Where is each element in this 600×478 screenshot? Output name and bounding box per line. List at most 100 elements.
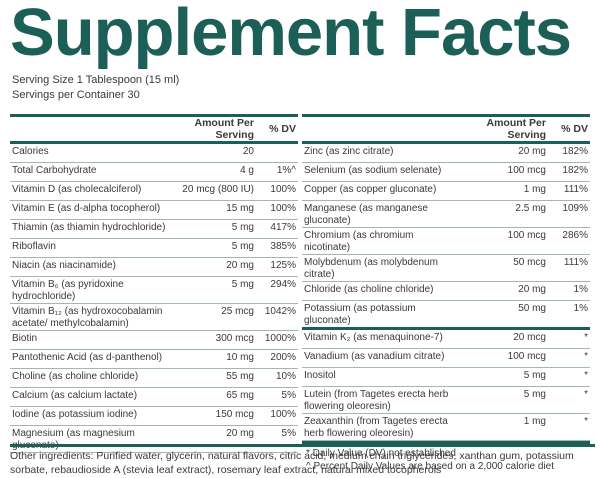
daily-value: 100% (256, 181, 298, 201)
nutrient-name: Total Carbohydrate (10, 162, 172, 182)
daily-value: * (548, 367, 590, 387)
daily-value: 385% (256, 238, 298, 258)
daily-value: 286% (548, 227, 590, 255)
nutrient-row: Thiamin (as thiamin hydrochloride) 5 mg 41… (10, 219, 298, 239)
nutrient-row: Inositol 5 mg * (302, 367, 590, 387)
right-panel: Amount Per Serving % DV Zinc (as zinc ci… (302, 114, 590, 473)
amount: 100 mcg (464, 348, 548, 368)
daily-value: 182% (548, 162, 590, 182)
nutrient-row: Potassium (as potassium gluconate) 50 mg 1… (302, 300, 590, 329)
amount: 65 mg (172, 387, 256, 407)
daily-value: 109% (548, 200, 590, 228)
title: Supplement Facts (10, 0, 572, 70)
amount: 5 mg (172, 238, 256, 258)
nutrient-name: Vitamin B₁₂ (as hydroxocobalamin acetate… (10, 303, 172, 331)
daily-value: * (548, 386, 590, 414)
nutrient-name: Calcium (as calcium lactate) (10, 387, 172, 407)
amount: 50 mg (464, 300, 548, 329)
nutrient-name: Chloride (as choline chloride) (302, 281, 464, 301)
amount: 25 mcg (172, 303, 256, 331)
daily-value: 1%^ (256, 162, 298, 182)
amount: 150 mcg (172, 406, 256, 426)
amount: 55 mg (172, 368, 256, 388)
amount: 1 mg (464, 181, 548, 201)
amount: 20 mg (172, 257, 256, 277)
nutrient-row: Chromium (as chromium nicotinate) 100 mcg… (302, 227, 590, 255)
nutrient-row: Calcium (as calcium lactate) 65 mg 5% (10, 387, 298, 407)
nutrient-name: Potassium (as potassium gluconate) (302, 300, 464, 329)
header-row: Amount Per Serving % DV (302, 117, 590, 144)
nutrient-name: Pantothenic Acid (as d-panthenol) (10, 349, 172, 369)
nutrient-row: Calories 20 (10, 142, 298, 163)
nutrient-row: Biotin 300 mcg 1000% (10, 330, 298, 350)
nutrient-name: Inositol (302, 367, 464, 387)
amount: 5 mg (172, 219, 256, 239)
footnote: * Daily Value (DV) not established (306, 448, 456, 459)
nutrient-row: Vanadium (as vanadium citrate) 100 mcg * (302, 348, 590, 368)
nutrient-row: Manganese (as manganese gluconate) 2.5 mg… (302, 200, 590, 228)
daily-value: 200% (256, 349, 298, 369)
daily-value: 5% (256, 425, 298, 453)
nutrient-row: Vitamin B₆ (as pyridoxine hydrochloride)… (10, 276, 298, 304)
daily-value: 1% (548, 281, 590, 301)
amount: 100 mcg (464, 227, 548, 255)
daily-value: 294% (256, 276, 298, 304)
amount: 20 (172, 142, 256, 163)
header-row: Amount Per Serving % DV (10, 117, 298, 144)
nutrient-name: Chromium (as chromium nicotinate) (302, 227, 464, 255)
amount: 20 mg (464, 142, 548, 163)
daily-value: 182% (548, 142, 590, 163)
column-header: % DV (548, 117, 590, 144)
nutrient-row: Zinc (as zinc citrate) 20 mg 182% (302, 142, 590, 163)
nutrient-name: Molybdenum (as molybdenum citrate) (302, 254, 464, 282)
daily-value (256, 142, 298, 163)
nutrient-name: Biotin (10, 330, 172, 350)
footnote: ^ Percent Daily Values are based on a 2,… (306, 461, 554, 472)
amount: 10 mg (172, 349, 256, 369)
daily-value: 1000% (256, 330, 298, 350)
daily-value: * (548, 327, 590, 349)
servings-per-container: Servings per Container 30 (12, 89, 140, 101)
nutrient-name: Copper (as copper gluconate) (302, 181, 464, 201)
nutrient-row: Riboflavin 5 mg 385% (10, 238, 298, 258)
nutrient-row: Lutein (from Tagetes erecta herb floweri… (302, 386, 590, 414)
other-ingredients: Other ingredients: Purified water, glyce… (10, 444, 595, 477)
daily-value: 5% (256, 387, 298, 407)
daily-value: 111% (548, 181, 590, 201)
nutrient-row: Zeaxanthin (from Tagetes erecta herb flo… (302, 413, 590, 441)
amount: 20 mcg (800 IU) (172, 181, 256, 201)
nutrient-row: Total Carbohydrate 4 g 1%^ (10, 162, 298, 182)
amount: 50 mcg (464, 254, 548, 282)
nutrient-row: Copper (as copper gluconate) 1 mg 111% (302, 181, 590, 201)
nutrient-row: Vitamin B₁₂ (as hydroxocobalamin acetate… (10, 303, 298, 331)
daily-value: * (548, 413, 590, 441)
blank-header (10, 117, 172, 144)
nutrient-row: Chloride (as choline chloride) 20 mg 1% (302, 281, 590, 301)
nutrient-name: Lutein (from Tagetes erecta herb floweri… (302, 386, 464, 414)
nutrient-name: Selenium (as sodium selenate) (302, 162, 464, 182)
nutrient-row: Selenium (as sodium selenate) 100 mcg 182% (302, 162, 590, 182)
left-panel: Amount Per Serving % DV Calories 20 Total … (10, 114, 298, 453)
amount: 300 mcg (172, 330, 256, 350)
column-header: Amount Per Serving (464, 117, 548, 144)
serving-size: Serving Size 1 Tablespoon (15 ml) (12, 74, 180, 86)
nutrient-name: Zeaxanthin (from Tagetes erecta herb flo… (302, 413, 464, 441)
nutrient-row: Iodine (as potassium iodine) 150 mcg 100% (10, 406, 298, 426)
nutrient-row: Pantothenic Acid (as d-panthenol) 10 mg 20… (10, 349, 298, 369)
nutrient-row: Niacin (as niacinamide) 20 mg 125% (10, 257, 298, 277)
daily-value: 100% (256, 406, 298, 426)
nutrient-row: Vitamin E (as d-alpha tocopherol) 15 mg 10… (10, 200, 298, 220)
daily-value: 417% (256, 219, 298, 239)
nutrient-name: Vanadium (as vanadium citrate) (302, 348, 464, 368)
daily-value: 100% (256, 200, 298, 220)
nutrient-row: Magnesium (as magnesium gluconate) 20 mg 5… (10, 425, 298, 453)
amount: 2.5 mg (464, 200, 548, 228)
nutrient-name: Vitamin E (as d-alpha tocopherol) (10, 200, 172, 220)
amount: 15 mg (172, 200, 256, 220)
column-header: % DV (256, 117, 298, 144)
nutrient-name: Thiamin (as thiamin hydrochloride) (10, 219, 172, 239)
daily-value: * (548, 348, 590, 368)
left-table: Amount Per Serving % DV Calories 20 Total … (10, 117, 298, 453)
nutrient-row: Molybdenum (as molybdenum citrate) 50 mcg… (302, 254, 590, 282)
